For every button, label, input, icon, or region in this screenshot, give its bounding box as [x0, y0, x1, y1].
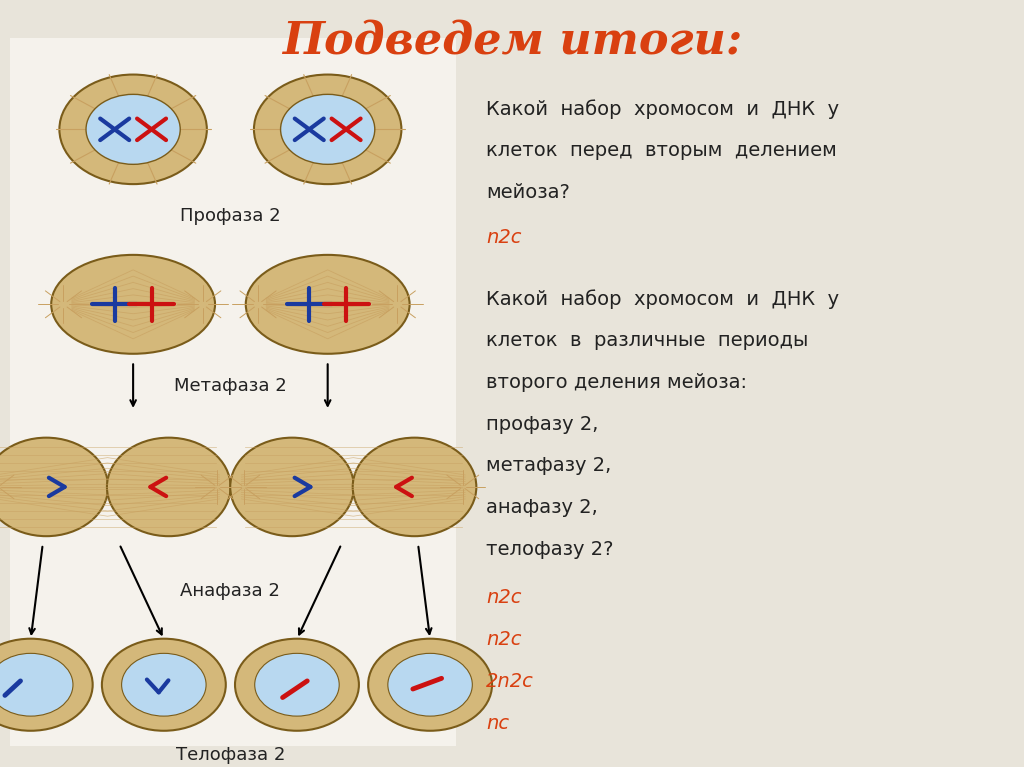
Ellipse shape — [51, 255, 215, 354]
Text: Профаза 2: Профаза 2 — [180, 207, 281, 225]
Text: Телофаза 2: Телофаза 2 — [176, 746, 285, 764]
Text: клеток  перед  вторым  делением: клеток перед вторым делением — [486, 141, 838, 160]
Text: телофазу 2?: телофазу 2? — [486, 540, 614, 559]
Text: nc: nc — [486, 713, 510, 732]
Ellipse shape — [388, 653, 472, 716]
Text: второго деления мейоза:: второго деления мейоза: — [486, 373, 748, 392]
Ellipse shape — [230, 438, 354, 536]
Ellipse shape — [0, 438, 109, 536]
FancyBboxPatch shape — [10, 38, 456, 746]
Ellipse shape — [86, 94, 180, 164]
Ellipse shape — [369, 639, 493, 731]
Ellipse shape — [254, 74, 401, 184]
Text: клеток  в  различные  периоды: клеток в различные периоды — [486, 331, 809, 350]
Text: 2n2c: 2n2c — [486, 672, 535, 691]
Ellipse shape — [236, 639, 359, 731]
Ellipse shape — [281, 94, 375, 164]
Ellipse shape — [106, 438, 230, 536]
Text: мейоза?: мейоза? — [486, 183, 570, 202]
Ellipse shape — [102, 639, 225, 731]
Text: Метафаза 2: Метафаза 2 — [174, 377, 287, 394]
Text: n2c: n2c — [486, 229, 522, 247]
Ellipse shape — [246, 255, 410, 354]
Ellipse shape — [0, 639, 92, 731]
Ellipse shape — [255, 653, 339, 716]
Ellipse shape — [0, 653, 73, 716]
Text: анафазу 2,: анафазу 2, — [486, 499, 598, 517]
Text: Какой  набор  хромосом  и  ДНК  у: Какой набор хромосом и ДНК у — [486, 99, 840, 119]
Text: Подведем итоги:: Подведем итоги: — [282, 19, 742, 62]
Ellipse shape — [352, 438, 476, 536]
Text: профазу 2,: профазу 2, — [486, 415, 599, 433]
Text: Какой  набор  хромосом  и  ДНК  у: Какой набор хромосом и ДНК у — [486, 289, 840, 309]
Text: n2c: n2c — [486, 588, 522, 607]
Text: метафазу 2,: метафазу 2, — [486, 456, 611, 476]
Ellipse shape — [59, 74, 207, 184]
Text: Анафаза 2: Анафаза 2 — [180, 582, 281, 600]
Ellipse shape — [122, 653, 206, 716]
Text: n2c: n2c — [486, 630, 522, 649]
